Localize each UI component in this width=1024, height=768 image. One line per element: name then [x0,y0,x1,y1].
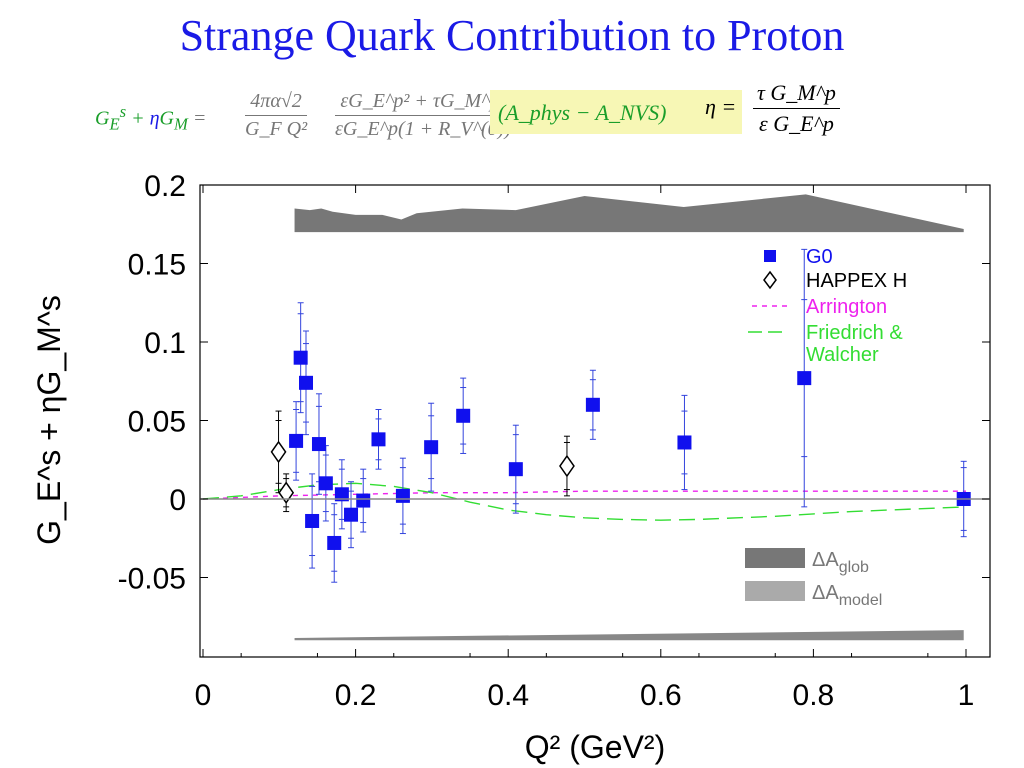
x-tick-label: 1 [958,679,975,712]
legend-label: G0 [806,246,833,268]
g0-point [334,487,349,502]
formula-ratio: εG_E^p² + τG_M^p² εG_E^p(1 + R_V^(0)) [335,90,511,140]
formula-lhs: GEs + ηGM = [95,102,207,134]
y-tick-label: -0.05 [118,563,186,596]
g0-point [677,435,692,450]
systematic-band-glob [294,194,964,233]
y-tick-label: 0 [169,484,186,517]
y-axis-title: G_E^s + ηG_M^s [31,295,67,545]
g0-point [318,476,333,491]
happex-point [278,481,295,505]
g0-point [299,375,314,390]
formula-prefactor: 4πα√2 G_F Q² [245,90,308,140]
band-legend-label: ΔAglob [812,549,869,576]
g0-point [797,371,812,386]
g0-point [327,535,342,550]
x-tick-label: 0.4 [487,679,529,712]
slide-title: Strange Quark Contribution to Proton [179,11,845,60]
happex-point [270,440,287,464]
g0-point [456,408,471,423]
legend-label: HAPPEX H [806,270,907,292]
legend-label: Friedrich & [806,322,903,344]
systematic-band-model [294,630,964,641]
g0-point [305,513,320,528]
band-legend-label: ΔAmodel [812,582,882,609]
band-legend-swatch [745,581,805,601]
g0-point [356,493,371,508]
y-tick-label: 0.15 [128,249,186,282]
g0-point [344,507,359,522]
y-tick-label: 0.05 [128,406,186,439]
g0-point [293,350,308,365]
y-tick-label: 0.2 [144,170,186,203]
happex-point [559,454,575,478]
arrington-curve [202,490,966,500]
g0-point [508,462,523,477]
band-legend-swatch [745,548,805,568]
x-tick-label: 0.6 [640,679,682,712]
legend-g0-marker [764,250,776,262]
y-tick-label: 0.1 [144,327,186,360]
legend-label: Walcher [806,344,879,366]
g0-point [424,440,439,455]
g0-point [585,397,600,412]
x-tick-label: 0 [195,679,212,712]
g0-point [395,488,410,503]
g0-point [289,433,304,448]
x-tick-label: 0.8 [793,679,835,712]
x-tick-label: 0.2 [335,679,377,712]
formula-asymmetry-highlight: (A_phys − A_NVS) [490,90,742,134]
g0-point [371,432,386,447]
x-axis-title: Q² (GeV²) [525,729,665,765]
g0-point [311,437,326,452]
legend-happex-marker [763,270,777,290]
legend-label: Arrington [806,296,887,318]
